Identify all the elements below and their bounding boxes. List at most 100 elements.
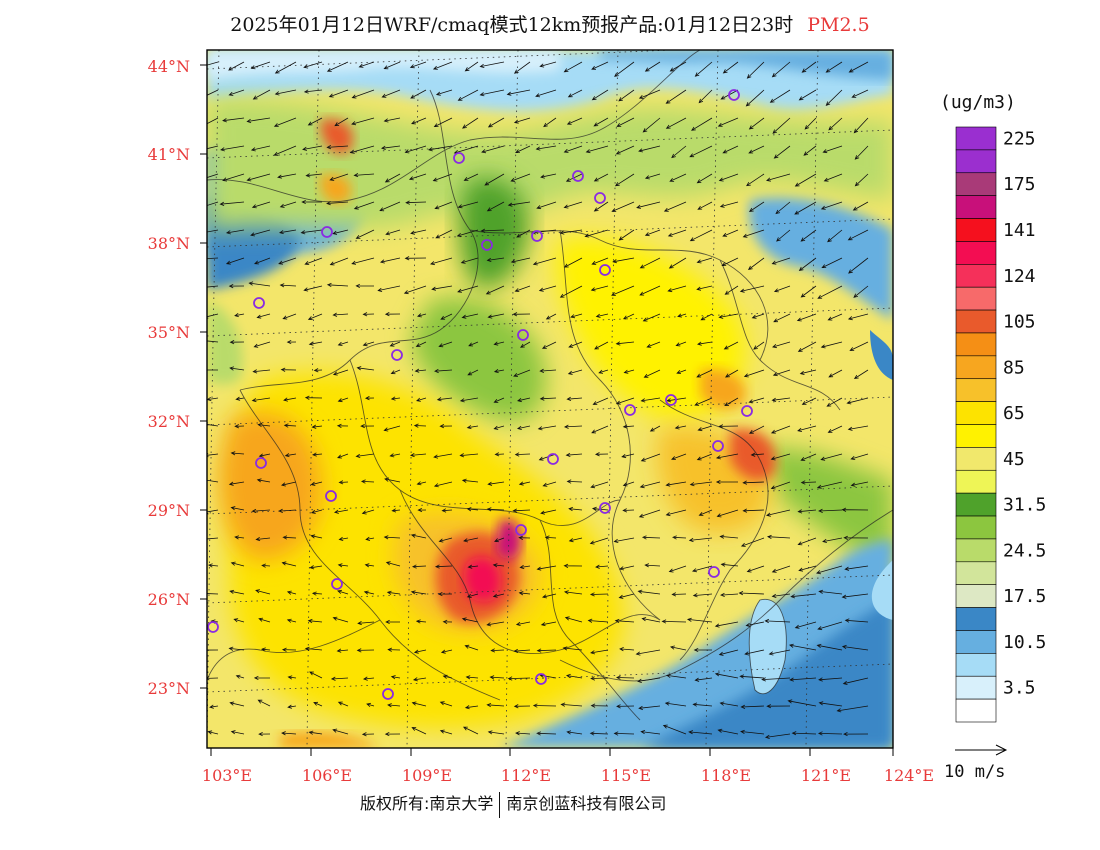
wind-vector	[618, 593, 635, 599]
wind-vector	[439, 729, 453, 735]
wind-vector	[536, 731, 557, 736]
wind-vector	[410, 590, 427, 595]
wind-vector	[257, 422, 271, 428]
wind-vector	[665, 481, 687, 487]
wind-vector	[797, 425, 817, 432]
wind-vector	[716, 509, 739, 518]
wind-vector	[563, 563, 583, 568]
wind-vector	[518, 535, 531, 540]
wind-vector	[746, 565, 765, 573]
city-marker	[325, 490, 337, 502]
wind-vector	[360, 479, 375, 484]
wind-vector	[820, 341, 843, 349]
wind-vector	[772, 369, 791, 377]
wind-vector	[748, 425, 765, 434]
wind-vector	[467, 369, 479, 376]
legend-swatch	[955, 172, 997, 196]
wind-vector	[337, 341, 349, 346]
wind-vector	[665, 673, 687, 679]
wind-vector	[593, 117, 609, 127]
wind-vector	[850, 481, 869, 487]
legend-swatch	[955, 195, 997, 219]
wind-vector	[644, 563, 661, 568]
wind-vector	[818, 508, 843, 513]
wind-vector	[697, 201, 713, 210]
wind-vector	[492, 593, 505, 598]
wind-vector	[595, 564, 609, 569]
legend-swatch	[955, 126, 997, 151]
wind-vector	[510, 173, 531, 182]
wind-vector	[361, 509, 375, 515]
wind-vector	[800, 453, 817, 461]
wind-vector	[591, 61, 609, 70]
city-marker	[665, 394, 677, 406]
wind-vector	[545, 313, 557, 320]
wind-vector	[251, 508, 271, 514]
wind-vector	[718, 313, 739, 319]
wind-vector	[590, 481, 609, 489]
wind-vector	[518, 481, 531, 486]
wind-vector	[825, 61, 843, 73]
wind-vector	[284, 453, 297, 458]
wind-vector	[362, 676, 375, 681]
city-marker	[481, 239, 493, 251]
wind-vector	[720, 592, 739, 597]
wind-vector	[381, 89, 401, 98]
city-marker	[531, 230, 543, 242]
city-marker	[547, 453, 559, 465]
wind-vector	[480, 228, 505, 233]
wind-vector	[585, 145, 609, 154]
wind-vector	[698, 509, 713, 516]
wind-vector	[692, 702, 713, 707]
wind-vector	[688, 537, 713, 543]
wind-vector	[493, 341, 505, 346]
wind-vector	[207, 649, 219, 651]
wind-vector	[281, 647, 297, 652]
wind-vector	[745, 89, 765, 107]
wind-vector	[519, 564, 531, 570]
wind-vector	[310, 509, 323, 514]
wind-vector	[692, 593, 713, 598]
wind-vector	[566, 117, 583, 125]
wind-vector	[790, 593, 817, 599]
legend-swatch	[955, 401, 997, 425]
wind-vector	[428, 145, 453, 152]
wind-vector	[740, 537, 765, 547]
wind-vector	[358, 61, 375, 68]
wind-vector	[568, 537, 583, 543]
wind-vector	[281, 731, 297, 736]
wind-vector	[538, 285, 557, 292]
wind-vector	[540, 621, 557, 627]
wind-vector	[636, 201, 661, 209]
wind-vector	[207, 479, 219, 483]
wind-vector	[518, 591, 531, 596]
city-marker	[728, 89, 740, 101]
wind-vector	[235, 396, 245, 401]
wind-vector	[409, 452, 427, 458]
wind-vector	[639, 257, 661, 269]
wind-vector	[622, 481, 635, 487]
wind-vector	[440, 313, 453, 320]
wind-vector	[333, 509, 349, 514]
wind-vector	[286, 339, 297, 345]
wind-vector	[852, 201, 869, 211]
wind-vector	[411, 564, 427, 569]
wind-vector	[766, 173, 791, 182]
wind-vector	[540, 509, 557, 515]
wind-vector	[385, 229, 401, 236]
wind-vector	[694, 677, 713, 682]
wind-vector	[435, 89, 453, 96]
wind-vector	[487, 730, 505, 735]
wind-vector	[234, 535, 245, 540]
wind-vector	[721, 257, 739, 266]
wind-vector	[688, 730, 713, 735]
wind-vector	[696, 369, 713, 378]
wind-vector	[748, 397, 765, 404]
wind-vector	[854, 145, 869, 160]
wind-vector	[640, 453, 661, 462]
wind-vector	[361, 732, 375, 737]
wind-vector	[541, 341, 557, 349]
vector-scale-label: 10 m/s	[944, 762, 1006, 782]
wind-vector	[568, 506, 583, 512]
lat-label-32: 32°N	[148, 412, 190, 431]
